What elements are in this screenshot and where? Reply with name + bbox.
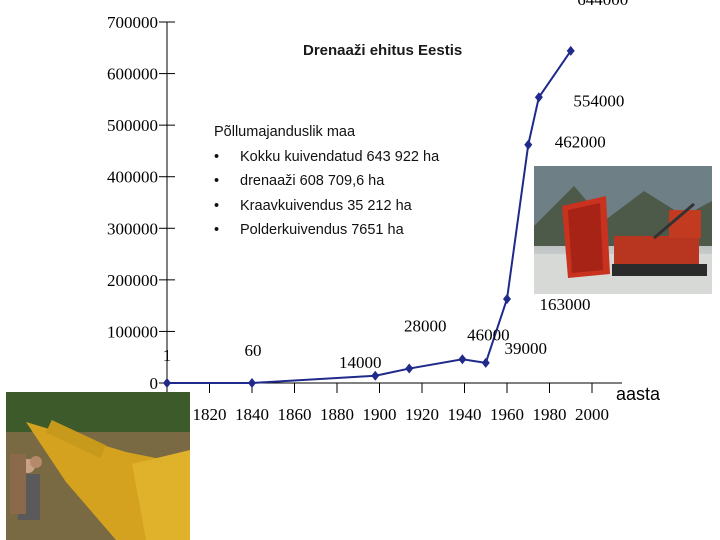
chart-title: Drenaaži ehitus Eestis (303, 42, 463, 59)
workers-photo (6, 392, 190, 540)
data-point (458, 354, 467, 365)
data-label: 39000 (505, 339, 548, 358)
y-tick-label: 500000 (107, 116, 158, 135)
x-tick-label: 1980 (533, 405, 567, 424)
data-label: 644000 (577, 0, 628, 9)
notes-box: Põllumajanduslik maa Kokku kuivendatud 6… (214, 120, 439, 243)
x-tick-label: 1940 (448, 405, 482, 424)
data-point (524, 139, 533, 150)
x-tick-label: 1840 (235, 405, 269, 424)
x-tick-label: 1960 (490, 405, 524, 424)
y-ticks: 0 100000 200000 300000 400000 500000 600000 700… (107, 13, 175, 393)
y-tick-label: 300000 (107, 219, 158, 238)
notes-item: Kokku kuivendatud 643 922 ha (214, 145, 439, 170)
data-label: 60 (245, 341, 262, 360)
data-point (481, 357, 490, 368)
series-polyline (166, 50, 572, 384)
data-label: 1 (163, 346, 172, 365)
data-point (371, 370, 380, 381)
data-label: 46000 (467, 325, 510, 344)
data-point (534, 92, 543, 103)
notes-list: Kokku kuivendatud 643 922 ha drenaaži 60… (214, 145, 439, 243)
x-tick-label: 1880 (320, 405, 354, 424)
data-label: 554000 (573, 91, 624, 110)
data-point (163, 377, 171, 388)
data-points (163, 45, 575, 388)
y-tick-label: 400000 (107, 168, 158, 187)
notes-item: Polderkuivendus 7651 ha (214, 218, 439, 243)
notes-item: drenaaži 608 709,6 ha (214, 169, 439, 194)
x-tick-label: 1860 (278, 405, 312, 424)
y-tick-label: 700000 (107, 13, 158, 32)
trencher-photo (534, 166, 712, 294)
data-point (248, 377, 256, 388)
data-label: 14000 (339, 353, 382, 372)
y-tick-label: 600000 (107, 65, 158, 84)
data-label: 163000 (540, 295, 591, 314)
data-point (405, 363, 414, 374)
x-tick-label: 1900 (363, 405, 397, 424)
x-tick-label: 2000 (575, 405, 609, 424)
notes-heading: Põllumajanduslik maa (214, 124, 356, 140)
y-tick-label: 100000 (107, 322, 158, 341)
x-axis-label: aasta (616, 384, 661, 404)
y-tick-label: 0 (150, 374, 159, 393)
data-label: 28000 (404, 317, 447, 336)
x-tick-label: 1920 (405, 405, 439, 424)
notes-item: Kraavkuivendus 35 212 ha (214, 194, 439, 219)
data-point (566, 45, 575, 56)
data-point (503, 293, 511, 304)
data-label: 462000 (555, 133, 606, 152)
x-ticks: 1800182018401860188019001920194019601980… (150, 383, 609, 424)
y-tick-label: 200000 (107, 271, 158, 290)
series-line (166, 50, 572, 384)
x-tick-label: 1820 (193, 405, 227, 424)
